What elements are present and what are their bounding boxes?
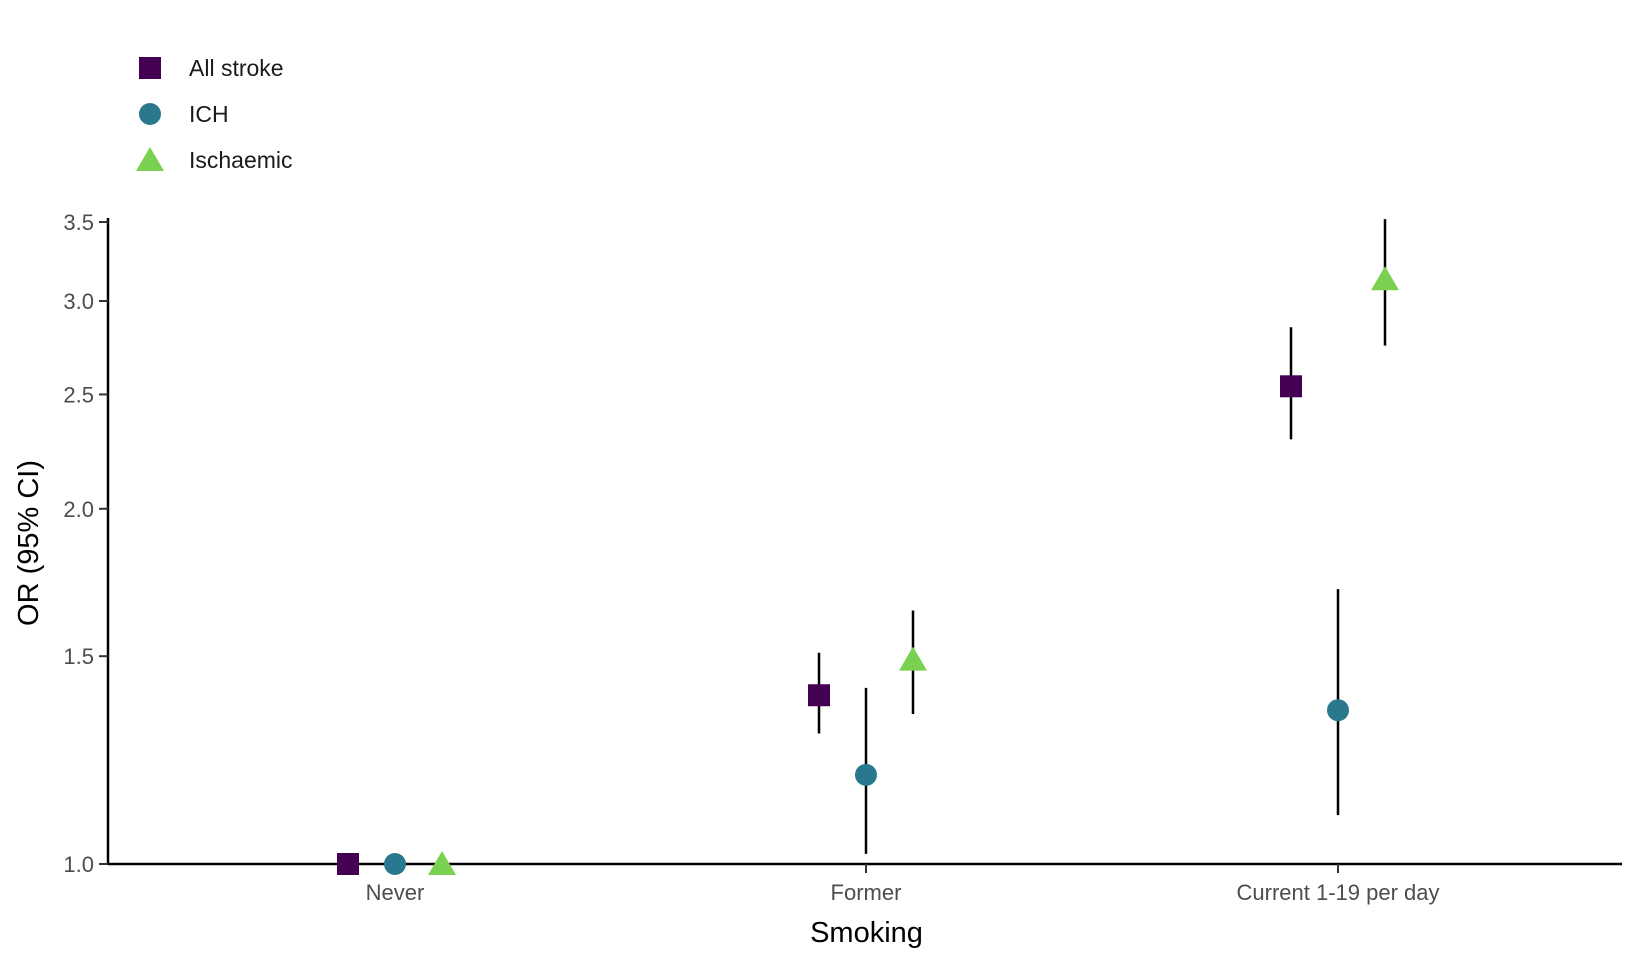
y-axis: 1.0 1.5 2.0 2.5 3.0 3.5 [63,210,110,877]
y-tick-label: 1.5 [63,644,94,669]
legend: All stroke ICH Ischaemic [136,55,293,173]
x-tick-label: Current 1-19 per day [1237,880,1440,905]
legend-key [139,57,161,79]
y-tick-label: 2.5 [63,382,94,407]
data-point [855,763,877,786]
data-point [808,684,830,707]
data-point [1327,699,1349,722]
x-tick-label: Never [366,880,425,905]
y-tick-label: 2.0 [63,497,94,522]
data-point [899,646,927,671]
legend-label: Ischaemic [189,147,293,173]
legend-key [136,147,164,171]
data-point [428,851,456,875]
y-axis-title: OR (95% CI) [13,460,45,626]
y-tick-label: 3.5 [63,210,94,235]
x-axis-title: Smoking [810,917,923,949]
legend-label: ICH [189,101,229,127]
legend-key [139,103,161,125]
x-axis: Never Former Current 1-19 per day [108,862,1622,905]
y-tick-label: 1.0 [63,852,94,877]
data-point [384,853,406,875]
data-point [1371,266,1399,291]
y-tick-label: 3.0 [63,289,94,314]
plot-area [337,219,1399,875]
legend-label: All stroke [189,55,284,81]
data-point [1280,375,1302,398]
data-point [337,853,359,875]
x-tick-label: Former [831,880,902,905]
